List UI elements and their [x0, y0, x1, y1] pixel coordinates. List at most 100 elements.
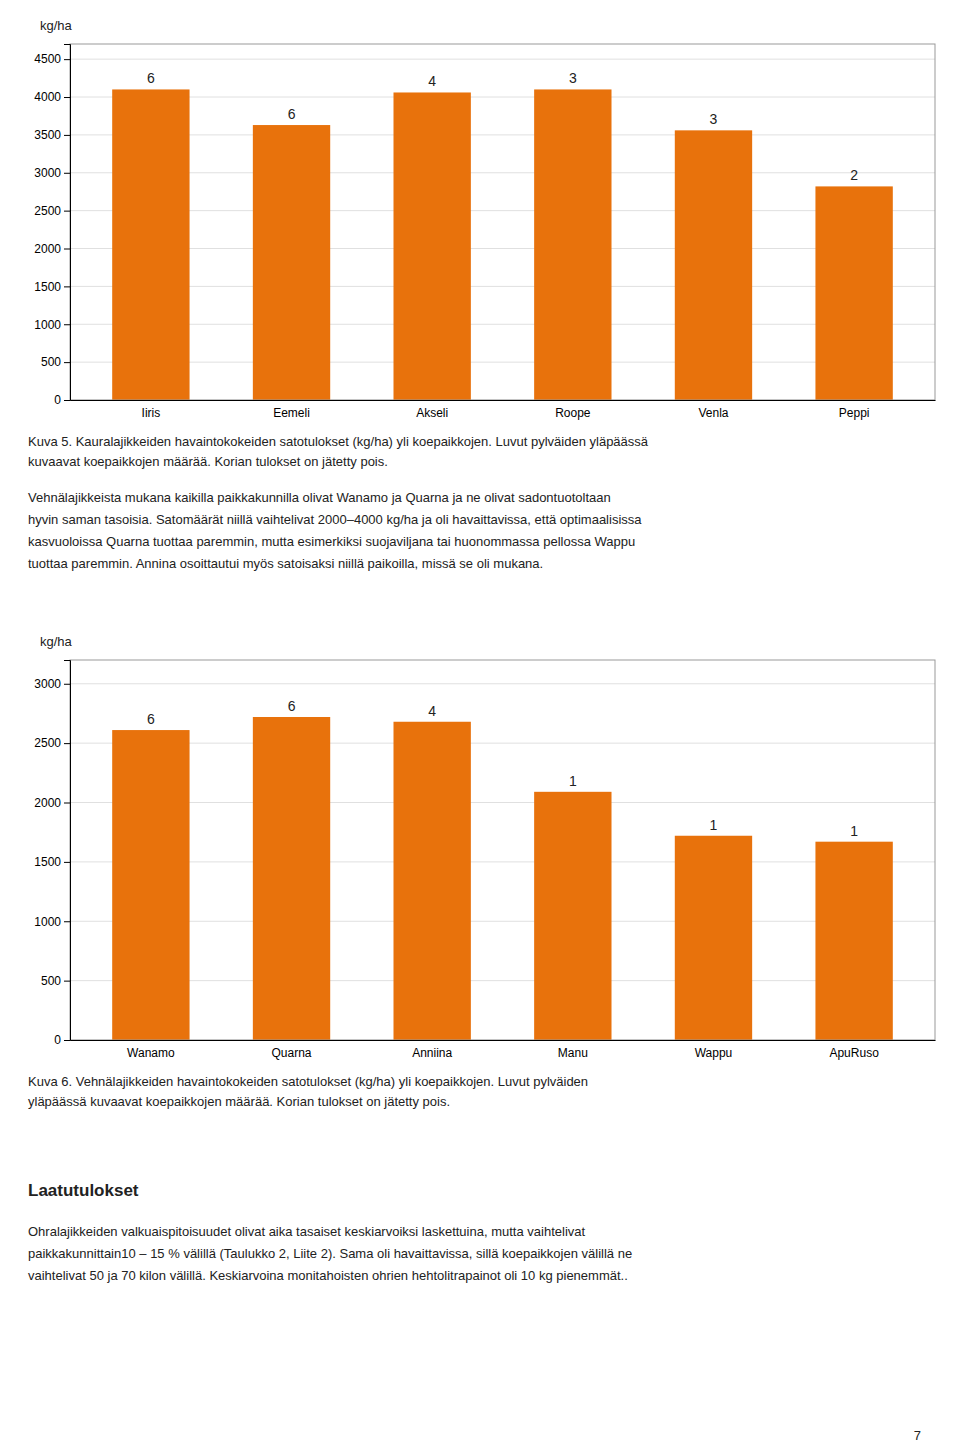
- tick: 0: [54, 1033, 70, 1047]
- grid-line: [70, 210, 935, 211]
- bar-annotation: 6: [288, 106, 296, 122]
- tick-label: 2500: [34, 204, 61, 218]
- tick-mark: [64, 324, 70, 325]
- tick: 1000: [34, 915, 70, 929]
- tick: Peppi: [839, 406, 870, 420]
- bar-annotation: 1: [850, 823, 858, 839]
- bar: [112, 730, 189, 1040]
- y-axis-label: kg/ha: [40, 18, 73, 33]
- bar: [675, 130, 752, 400]
- bar-annotations: 664332: [147, 70, 858, 183]
- grid-line: [70, 286, 935, 287]
- tick-label: 3000: [34, 677, 61, 691]
- tick-label: ApuRuso: [829, 1046, 879, 1060]
- grid: [70, 684, 935, 1040]
- tick: Akseli: [416, 406, 448, 420]
- grid: [70, 59, 935, 400]
- bar-chart: 050010001500200025003000WanamoQuarnaAnni…: [28, 634, 936, 1109]
- tick: ApuRuso: [829, 1046, 879, 1060]
- bar: [815, 186, 892, 400]
- tick-label: 4000: [34, 90, 61, 104]
- bar-annotation: 4: [428, 73, 436, 89]
- y-axis: 0 500 1000 1500 2000 2500 3000 3500 4000 4500: [34, 45, 70, 408]
- caption-line: Kuva 6. Vehnälajikkeiden havaintokokeide…: [28, 1074, 588, 1089]
- tick-mark: [64, 286, 70, 287]
- tick-mark: [64, 362, 70, 363]
- tick: 1000: [34, 318, 70, 332]
- tick: Venla: [698, 406, 728, 420]
- bar: [393, 92, 470, 400]
- bar: [253, 717, 330, 1040]
- axis-line: [64, 661, 71, 1041]
- bar: [534, 89, 611, 400]
- tick-label: Anniina: [412, 1046, 452, 1060]
- grid-line: [70, 324, 935, 325]
- tick: 500: [41, 355, 70, 369]
- tick: 2500: [34, 736, 70, 750]
- grid-line: [70, 362, 935, 363]
- bars: [112, 717, 893, 1040]
- y-axis: 050010001500200025003000: [34, 661, 70, 1048]
- tick-label: Wanamo: [127, 1046, 175, 1060]
- body-line: vaihtelivat 50 ja 70 kilon välillä. Kesk…: [28, 1268, 628, 1283]
- tick: Wappu: [695, 1046, 733, 1060]
- bar-annotation: 4: [428, 703, 436, 719]
- tick-label: 0: [54, 1033, 61, 1047]
- y-axis-label: kg/ha: [40, 634, 73, 649]
- tick-label: 1500: [34, 280, 61, 294]
- tick-label: Quarna: [272, 1046, 312, 1060]
- bar-annotation: 1: [569, 773, 577, 789]
- bar-annotation: 6: [147, 70, 155, 86]
- section-text: Ohralajikkeiden valkuaispitoisuudet oliv…: [28, 1224, 632, 1283]
- tick-label: 500: [41, 974, 61, 988]
- tick: Quarna: [272, 1046, 312, 1060]
- tick-mark: [64, 400, 70, 401]
- tick-label: Akseli: [416, 406, 448, 420]
- tick-mark: [64, 59, 70, 60]
- grid-line: [70, 743, 935, 744]
- tick-label: Venla: [698, 406, 728, 420]
- section-title: Laatutulokset: [28, 1181, 139, 1200]
- caption: Kuva 6. Vehnälajikkeiden havaintokokeide…: [28, 1074, 588, 1109]
- tick-label: Wappu: [695, 1046, 733, 1060]
- tick-label: 1000: [34, 915, 61, 929]
- grid-line: [70, 172, 935, 173]
- plot-frame: [70, 660, 935, 1040]
- body-line: hyvin saman tasoisia. Satomäärät niillä …: [28, 512, 642, 527]
- grid-line: [70, 802, 935, 803]
- tick-label: 3500: [34, 128, 61, 142]
- bar-annotations: 664111: [147, 698, 858, 839]
- tick: Anniina: [412, 1046, 452, 1060]
- x-axis: Wanamo Quarna Anniina Manu Wappu ApuRuso: [71, 1041, 936, 1060]
- tick: 4000: [34, 90, 70, 104]
- grid-line: [70, 248, 935, 249]
- bar-annotation: 6: [288, 698, 296, 714]
- bars: [112, 89, 893, 400]
- grid-line: [70, 921, 935, 922]
- tick-label: 0: [54, 393, 61, 407]
- tick-mark: [64, 684, 70, 685]
- tick-label: 2000: [34, 242, 61, 256]
- tick: Eemeli: [273, 406, 310, 420]
- tick-label: Manu: [558, 1046, 588, 1060]
- tick-label: 2500: [34, 736, 61, 750]
- tick-label: 1000: [34, 318, 61, 332]
- bar-annotation: 6: [147, 711, 155, 727]
- tick-label: Iiris: [142, 406, 161, 420]
- grid-line: [70, 980, 935, 981]
- grid-line: [70, 861, 935, 862]
- tick-mark: [64, 803, 70, 804]
- axis-line: [64, 45, 71, 401]
- grid-line: [70, 134, 935, 135]
- tick-label: 4500: [34, 52, 61, 66]
- bar: [815, 842, 892, 1040]
- bar: [112, 89, 189, 400]
- tick-mark: [64, 1040, 70, 1041]
- tick-mark: [64, 173, 70, 174]
- tick-label: 500: [41, 355, 61, 369]
- body-text: Vehnälajikkeista mukana kaikilla paikkak…: [28, 490, 642, 571]
- bar: [253, 125, 330, 400]
- tick-mark: [64, 743, 70, 744]
- tick: 3000: [34, 166, 70, 180]
- bar-annotation: 2: [850, 167, 858, 183]
